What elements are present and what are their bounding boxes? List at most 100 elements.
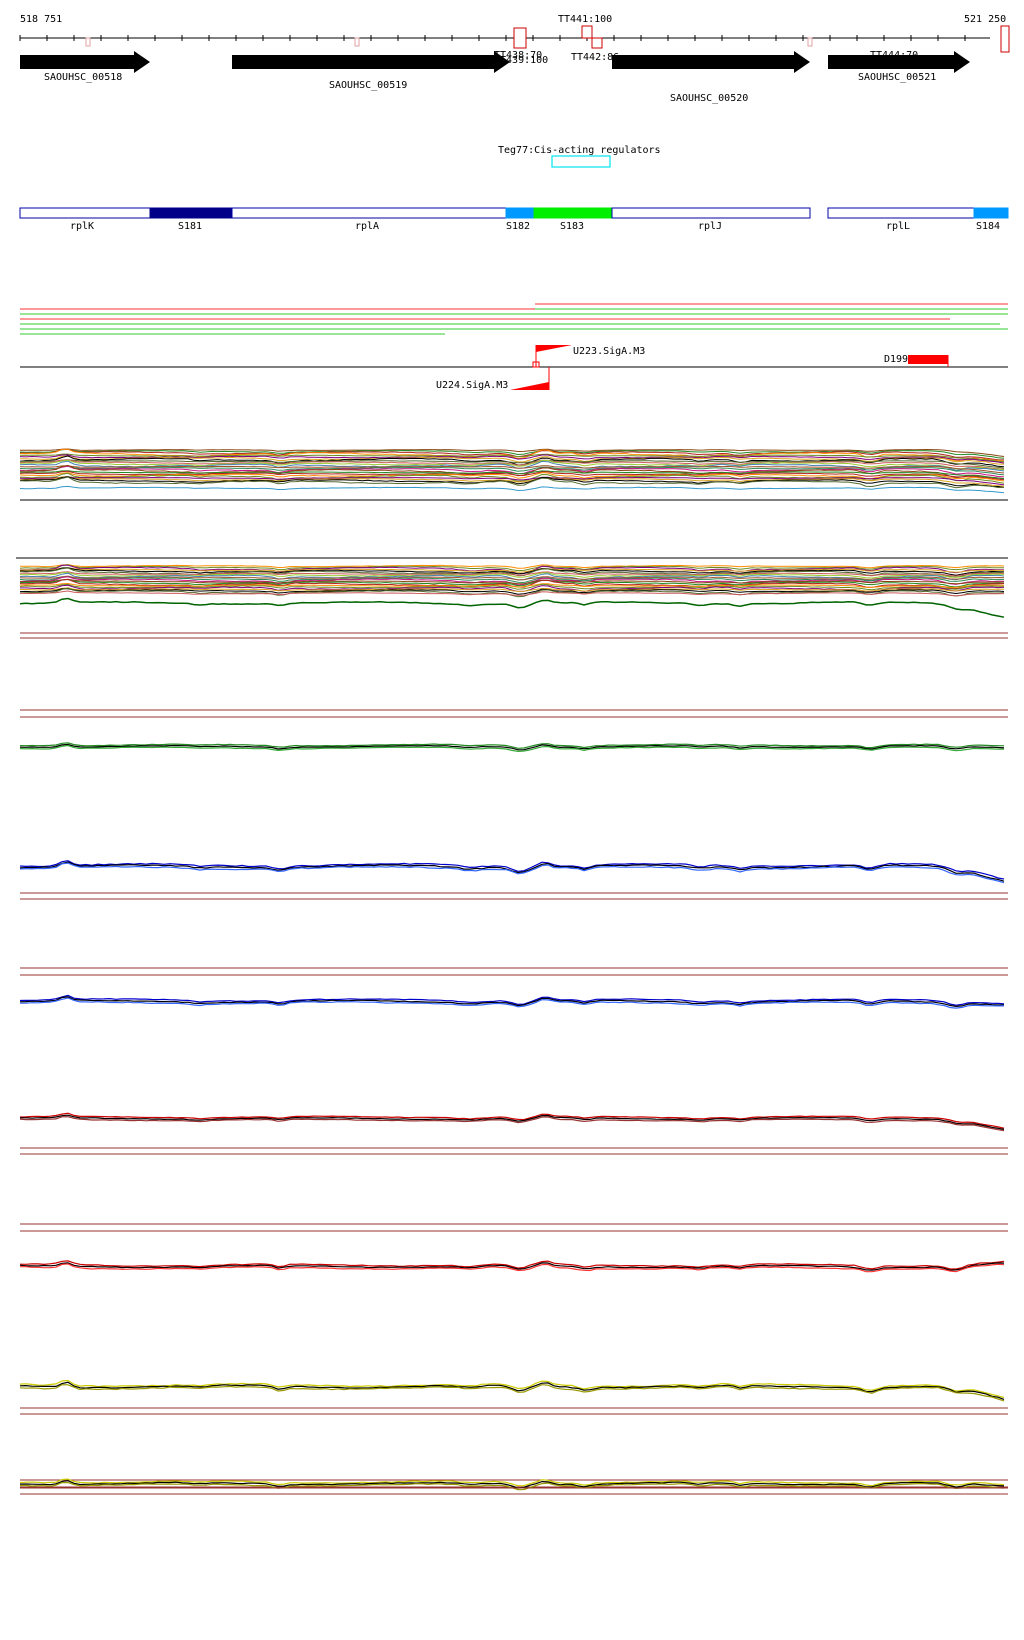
expression-line (19, 1478, 1005, 1487)
expression-line (19, 453, 1005, 463)
regulator-track: Teg77:Cis-acting regulators (498, 145, 661, 168)
terminator-hairpin (591, 37, 603, 49)
panel-trace-2 (19, 860, 1008, 900)
expression-line (19, 476, 1005, 486)
segment-S182[interactable] (505, 207, 535, 219)
expression-line (19, 455, 1005, 465)
expression-line (19, 476, 1005, 488)
expression-line (19, 578, 1005, 585)
segment-rplL[interactable] (827, 207, 975, 219)
segment-rplK[interactable] (19, 207, 151, 219)
gene-label: SAOUHSC_00519 (329, 80, 407, 91)
segment-label: rplJ (698, 221, 722, 232)
segment-label: S181 (178, 221, 202, 232)
promoter-label: U224.SigA.M3 (436, 380, 508, 391)
expression-line (19, 575, 1005, 581)
terminator-hairpin (513, 27, 527, 49)
segment-label: S183 (560, 221, 584, 232)
panel-trace-4 (19, 1112, 1008, 1155)
expression-line (19, 1112, 1005, 1129)
promoter-flag[interactable] (536, 345, 572, 352)
expression-line (19, 572, 1005, 582)
expression-line (19, 597, 1005, 618)
segment-track: rplK S181 rplA S182 S183 rplJ rplL S184 (19, 207, 1009, 232)
gene-arrow[interactable] (20, 51, 150, 73)
expression-line (19, 583, 1004, 591)
regulator-box[interactable] (551, 155, 611, 168)
expression-line (19, 472, 1005, 482)
gene-track: SAOUHSC_00518 SAOUHSC_00519 SAOUHSC_0052… (20, 51, 970, 104)
expression-line (19, 578, 1005, 588)
expression-line (20, 997, 1004, 1009)
ruler-start-coordinate: 518 751 (20, 14, 62, 25)
expression-line (19, 485, 1005, 494)
gene-arrow[interactable] (828, 51, 970, 73)
expression-line (19, 1379, 1005, 1399)
gene-label: SAOUHSC_00520 (670, 93, 748, 104)
panel-trace-6 (19, 1379, 1008, 1415)
expression-line (19, 860, 1005, 880)
expression-line (19, 582, 1005, 588)
gene-label: SAOUHSC_00521 (858, 72, 936, 83)
terminator-hairpin (581, 25, 593, 39)
expression-line (19, 454, 1005, 464)
promoter-flag[interactable] (510, 382, 549, 390)
segment-label: rplL (886, 221, 910, 232)
expression-line (19, 564, 1005, 569)
expression-line (19, 1480, 1005, 1489)
expression-line (19, 567, 1005, 573)
expression-line (19, 465, 1005, 474)
expression-line (20, 1114, 1005, 1130)
segment-rplJ[interactable] (611, 207, 811, 219)
expression-line (19, 564, 1005, 572)
expression-line (20, 1263, 1005, 1273)
segment-S181[interactable] (149, 207, 233, 219)
gene-label: SAOUHSC_00518 (44, 72, 122, 83)
read-track (20, 303, 1008, 335)
segment-S184[interactable] (973, 207, 1009, 219)
expression-line (19, 742, 1005, 749)
expression-line (19, 1262, 1005, 1271)
gene-arrow[interactable] (612, 51, 810, 73)
expression-line (19, 996, 1005, 1008)
terminator-tick (85, 37, 91, 47)
expression-line (19, 571, 1005, 579)
expression-line (19, 862, 1005, 884)
segment-S183[interactable] (533, 207, 613, 219)
promoter-marker (532, 361, 540, 368)
expression-line (20, 459, 1005, 469)
expression-line (19, 567, 1005, 576)
expression-line (20, 459, 1005, 470)
panel-trace-1 (19, 709, 1008, 753)
panel-trace-5 (19, 1223, 1008, 1273)
expression-line (19, 744, 1004, 753)
terminator-label: TT438:70 (494, 50, 542, 61)
expression-line (19, 743, 1005, 751)
expression-line (19, 448, 1005, 461)
promoter-block[interactable] (908, 355, 948, 364)
promoter-track: U223.SigA.M3 U224.SigA.M3 D199 (20, 345, 1008, 391)
panel-overview (19, 448, 1008, 501)
expression-line (19, 1260, 1005, 1270)
expression-line (20, 470, 1005, 480)
segment-label: rplA (355, 221, 379, 232)
terminator-label: TT439:100 (494, 55, 548, 66)
coordinate-ruler: 518 751 521 250 (19, 14, 1006, 41)
panel-trace-3 (19, 967, 1008, 1009)
terminator-tick (354, 37, 360, 47)
segment-label: S184 (976, 221, 1000, 232)
terminator-label: TT442:86 (571, 52, 619, 63)
promoter-label: U223.SigA.M3 (573, 346, 645, 357)
expression-line (19, 576, 1005, 584)
expression-line (19, 994, 1005, 1006)
gene-arrow[interactable] (232, 51, 510, 73)
segment-rplA[interactable] (231, 207, 507, 219)
promoter-label: D199 (884, 354, 908, 365)
expression-line (19, 465, 1005, 478)
expression-line (19, 1116, 1005, 1132)
terminator-tick (807, 37, 813, 47)
ruler-end-coordinate: 521 250 (964, 14, 1006, 25)
expression-line (19, 1384, 1005, 1402)
expression-line (19, 1381, 1005, 1400)
